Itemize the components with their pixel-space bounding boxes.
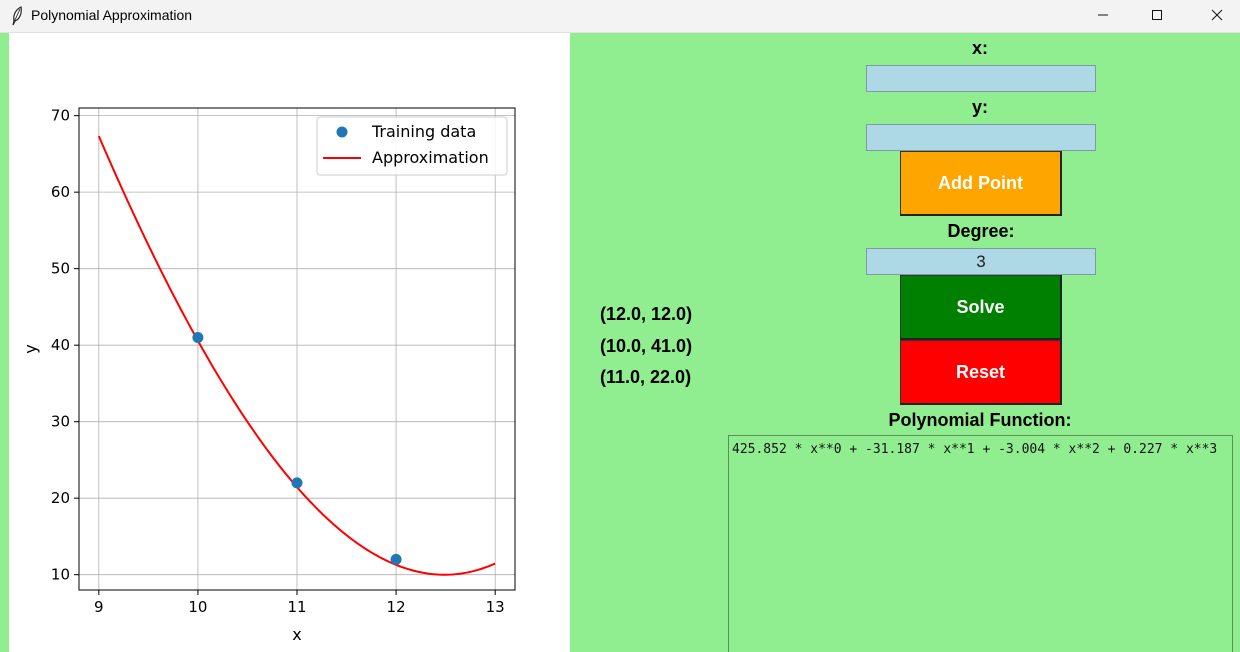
x-tick-label: 11: [287, 598, 306, 616]
training-point: [390, 553, 402, 565]
y-label: y:: [971, 97, 988, 117]
approximation-chart: 9 10 11 12 13 10 20 30 40 50 60 70 x y Training data Ap…: [21, 107, 516, 644]
legend-box: [316, 116, 508, 176]
x-input[interactable]: [866, 65, 1096, 92]
y-tick-label: 50: [51, 260, 70, 278]
title-bar: Polynomial Approximation: [0, 0, 1240, 33]
training-point: [192, 332, 204, 344]
app-window: 9 10 11 12 13 10 20 30 40 50 60 70 x y Training data Ap…: [0, 33, 1240, 652]
x-tick-label: 10: [188, 598, 207, 616]
y-tick-label: 70: [51, 107, 70, 125]
degree-label: Degree:: [947, 221, 1015, 241]
y-tick-label: 60: [51, 183, 70, 201]
maximize-button[interactable]: [1134, 0, 1180, 32]
x-label: x:: [971, 38, 988, 58]
training-point: [291, 477, 303, 489]
x-tick-label: 9: [94, 598, 104, 616]
window-title: Polynomial Approximation: [31, 7, 193, 23]
legend-scatter-marker: [336, 126, 348, 138]
y-input[interactable]: [866, 124, 1096, 151]
degree-input[interactable]: [866, 248, 1096, 275]
minimize-icon: [1098, 14, 1108, 16]
point-item: (10.0, 41.0): [600, 336, 693, 356]
solve-button[interactable]: Solve: [900, 275, 1062, 340]
x-tick-label: 13: [486, 598, 505, 616]
y-tick-label: 10: [51, 566, 70, 584]
y-tick-label: 40: [51, 336, 70, 354]
close-icon: [1211, 9, 1223, 21]
legend-label-approximation: Approximation: [372, 148, 489, 167]
point-item: (11.0, 22.0): [600, 367, 692, 387]
feather-icon: [12, 6, 22, 26]
x-axis-label: x: [292, 625, 301, 644]
polynomial-output-text[interactable]: 425.852 * x**0 + -31.187 * x**1 + -3.004…: [728, 435, 1233, 652]
legend-label-training: Training data: [371, 122, 476, 141]
y-axis-label: y: [21, 344, 40, 353]
polynomial-function-label: Polynomial Function:: [888, 410, 1072, 430]
maximize-icon: [1152, 10, 1162, 20]
y-tick-label: 30: [51, 413, 70, 431]
x-tick-label: 12: [387, 598, 406, 616]
minimize-button[interactable]: [1080, 0, 1126, 32]
plot-canvas: 9 10 11 12 13 10 20 30 40 50 60 70 x y Training data Ap…: [9, 33, 570, 652]
point-item: (12.0, 12.0): [600, 304, 693, 324]
reset-button[interactable]: Reset: [900, 340, 1062, 405]
y-tick-label: 20: [51, 489, 70, 507]
add-point-button[interactable]: Add Point: [900, 151, 1062, 216]
close-button[interactable]: [1194, 0, 1240, 32]
